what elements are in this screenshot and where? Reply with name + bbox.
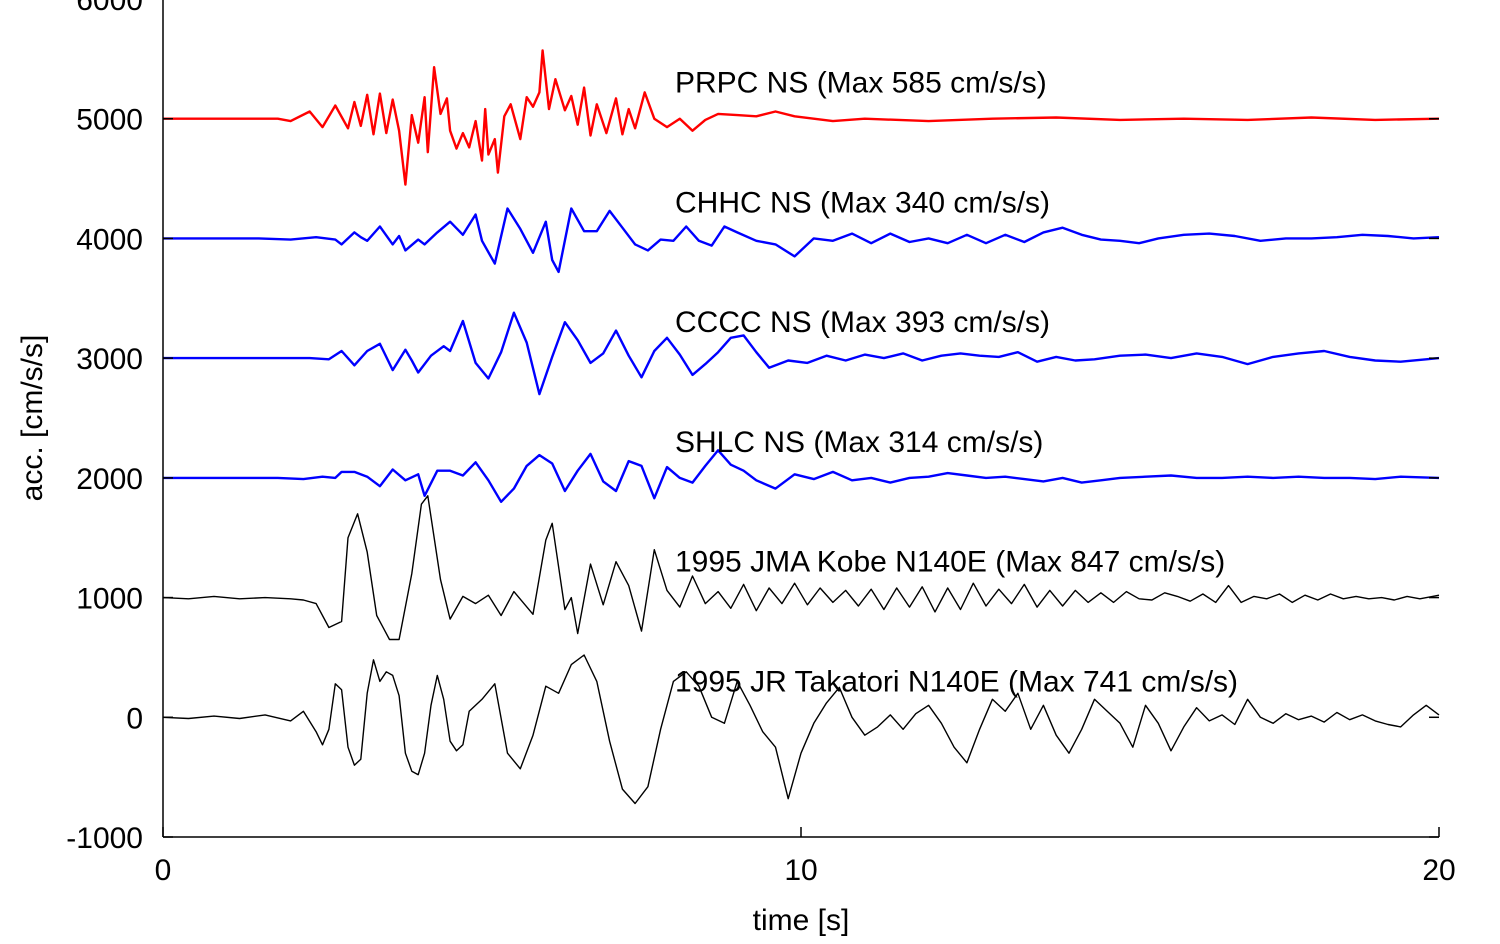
x-axis-label: time [s] <box>753 904 850 937</box>
x-tick-label: 0 <box>155 854 172 887</box>
plot-axes: -1000 0 1000 2000 3000 4000 5000 6000 0 10 20 <box>66 0 1456 887</box>
series-line-cccc-ns-max-393-cm-s-s <box>163 311 1440 396</box>
y-tick-label: 0 <box>126 702 143 735</box>
y-tick-label: 3000 <box>76 343 143 376</box>
series-line-shlc-ns-max-314-cm-s-s <box>163 449 1440 503</box>
series-label: 1995 JR Takatori N140E (Max 741 cm/s/s) <box>675 665 1238 698</box>
y-tick-label: 4000 <box>76 223 143 256</box>
y-tick-label: 5000 <box>76 104 143 137</box>
x-tick-label: 10 <box>784 854 817 887</box>
series-label: PRPC NS (Max 585 cm/s/s) <box>675 67 1047 100</box>
series-labels: PRPC NS (Max 585 cm/s/s) CHHC NS (Max 340… <box>675 67 1238 699</box>
series-line-1995-jr-takatori-n140e-max-741-cm-s-s <box>162 654 1440 805</box>
y-tick-label: 2000 <box>76 463 143 496</box>
y-axis-label: acc. [cm/s/s] <box>16 335 49 502</box>
series-line-chhc-ns-max-340-cm-s-s <box>163 207 1440 274</box>
series-label: SHLC NS (Max 314 cm/s/s) <box>675 426 1043 459</box>
x-tick-label: 20 <box>1422 854 1455 887</box>
y-tick-label: -1000 <box>66 822 143 855</box>
series-line-prpc-ns-max-585-cm-s-s <box>163 49 1440 186</box>
series-label: CHHC NS (Max 340 cm/s/s) <box>675 186 1050 219</box>
series-line-1995-jma-kobe-n140e-max-847-cm-s-s <box>162 495 1440 641</box>
y-tick-label: 6000 <box>76 0 143 17</box>
plot-series <box>162 49 1440 805</box>
series-label: 1995 JMA Kobe N140E (Max 847 cm/s/s) <box>675 546 1225 579</box>
y-tick-label: 1000 <box>76 583 143 616</box>
series-label: CCCC NS (Max 393 cm/s/s) <box>675 306 1050 339</box>
